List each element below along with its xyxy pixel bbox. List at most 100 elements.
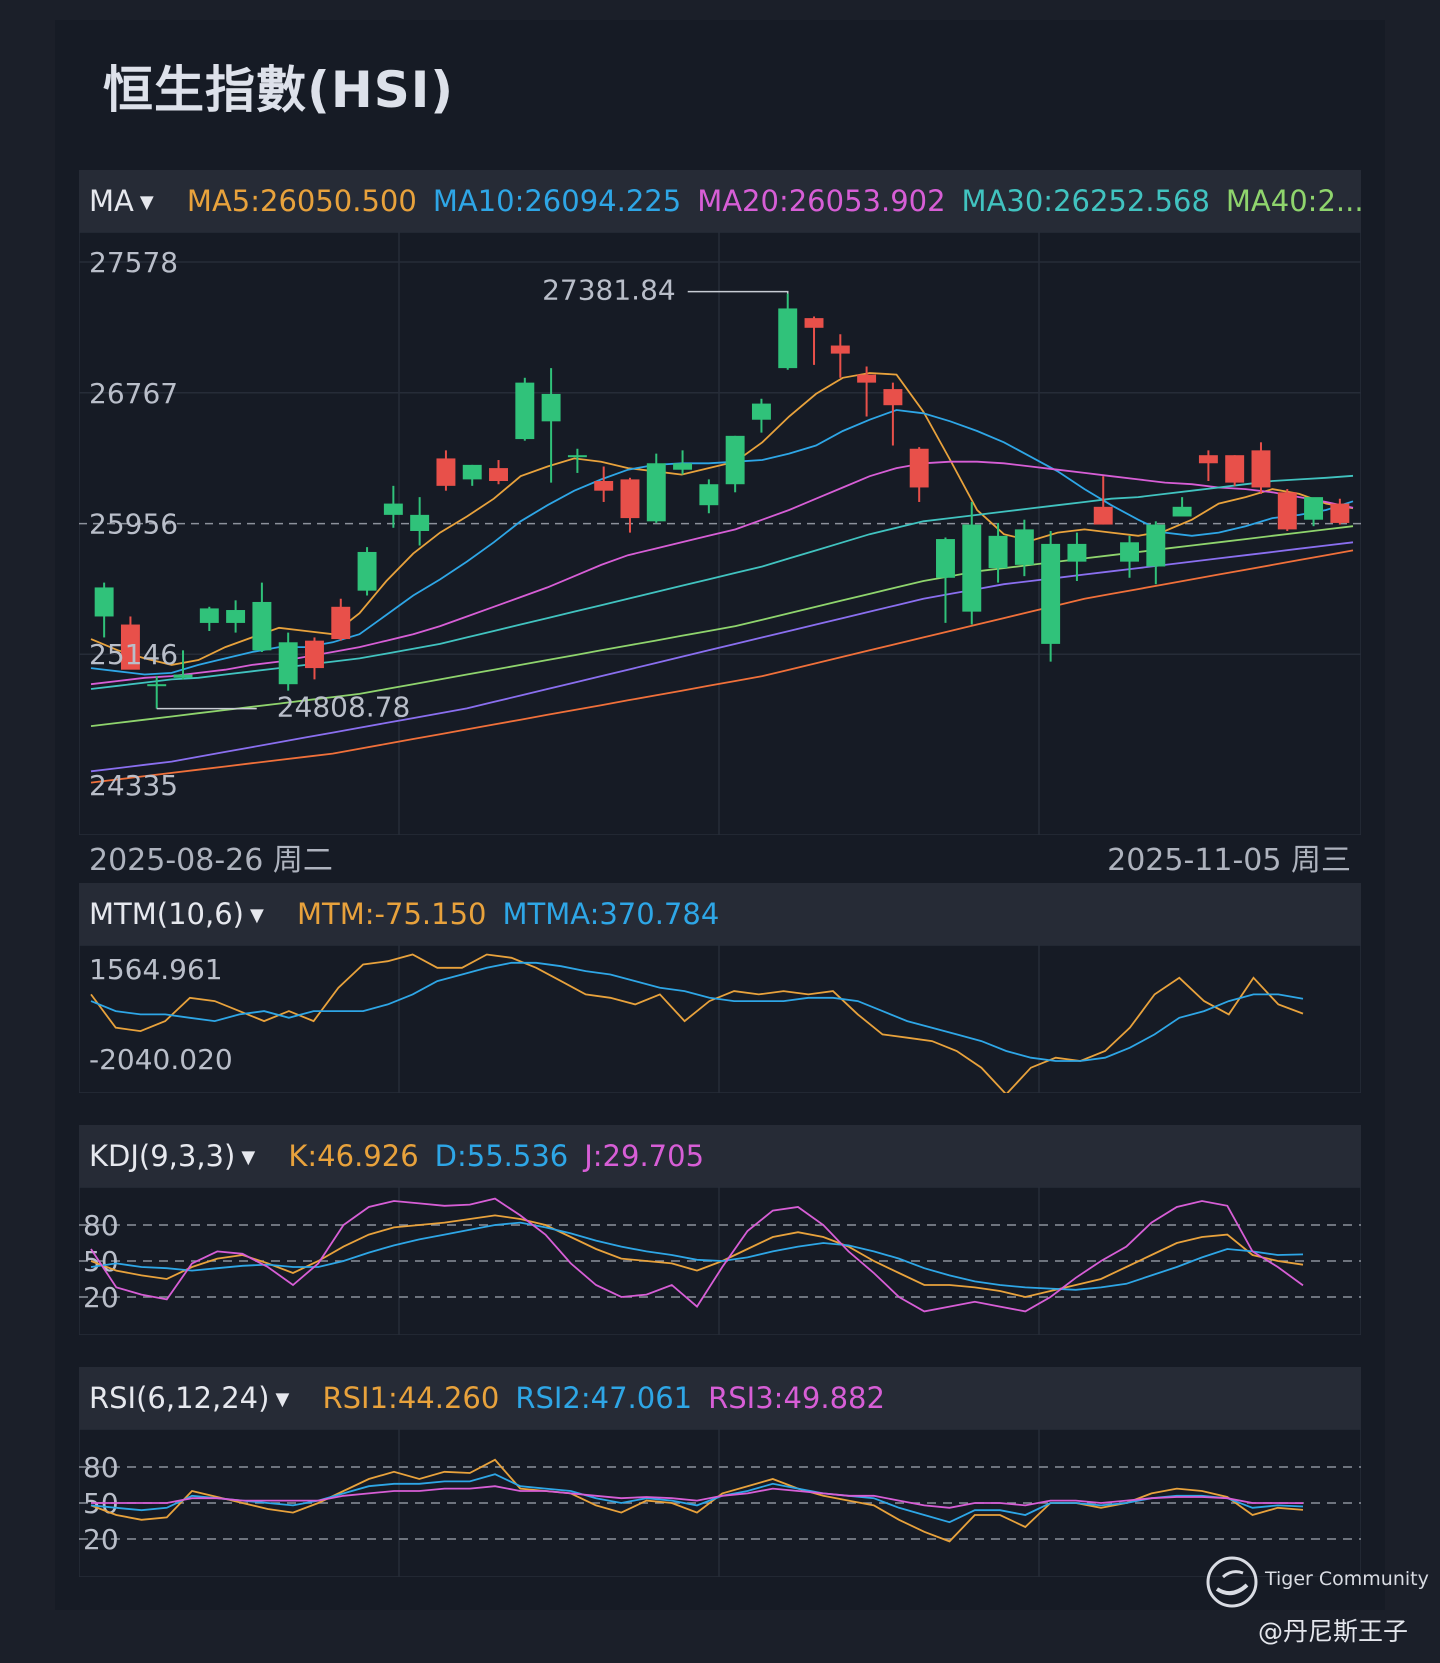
chevron-down-icon[interactable]: ▼	[275, 1389, 290, 1410]
indicator-value: MTMA:370.784	[502, 897, 720, 931]
candle-body	[1198, 455, 1218, 464]
price-chart: 27578 26767 25956 25146 24335 27381.84 24808.7…	[79, 232, 1361, 835]
indicator-value: MA5:26050.500	[186, 184, 417, 218]
page-title: 恒生指數(HSI)	[103, 61, 455, 119]
candle-body	[1120, 542, 1139, 562]
author-handle: @丹尼斯王子	[1258, 1617, 1409, 1646]
candle-body	[751, 403, 771, 420]
ma-line	[90, 549, 1354, 784]
candle-body	[173, 674, 193, 678]
candle-body	[909, 448, 929, 488]
indicator-value: RSI3:49.882	[708, 1381, 885, 1415]
candle-body	[436, 458, 456, 486]
ma-line	[90, 409, 1354, 676]
candle-body	[830, 345, 850, 354]
candle-body	[120, 624, 140, 670]
indicator-value: MA40:2...	[1225, 184, 1361, 218]
mtm-indicator-name[interactable]: MTM(10,6)	[89, 897, 244, 931]
candle-body	[699, 484, 719, 506]
candle-body	[804, 318, 824, 328]
ma-line	[90, 372, 1354, 666]
indicator-value: K:46.926	[288, 1139, 419, 1173]
candle-body	[620, 479, 640, 519]
candle-body	[462, 464, 482, 480]
mtm-indicator-header[interactable]: MTM(10,6) ▼ MTM:-75.150 MTMA:370.784	[79, 883, 1361, 945]
indicator-line	[90, 1221, 1304, 1291]
indicator-line	[90, 961, 1304, 1062]
candle-body	[1014, 529, 1034, 565]
y-axis-tick-label: 24335	[89, 769, 178, 802]
indicator-value: MA30:26252.568	[961, 184, 1210, 218]
indicator-value: J:29.705	[584, 1139, 705, 1173]
y-axis-tick-label: 50	[83, 1245, 119, 1278]
y-axis-tick-label: 20	[83, 1523, 119, 1556]
kdj-indicator-header[interactable]: KDJ(9,3,3) ▼ K:46.926 D:55.536 J:29.705	[79, 1125, 1361, 1187]
candle-body	[883, 389, 903, 406]
indicator-line	[90, 1214, 1304, 1298]
date-range-bar: 2025-08-26 周二 2025-11-05 周三	[79, 835, 1361, 879]
high-price-label: 27381.84	[542, 274, 676, 307]
candle-body	[383, 503, 403, 515]
y-axis-tick-label: 27578	[89, 246, 178, 279]
indicator-line	[90, 1458, 1304, 1543]
candle-body	[94, 587, 114, 617]
y-axis-tick-label: 26767	[89, 377, 178, 410]
ma-line	[90, 525, 1354, 727]
candle-body	[410, 514, 430, 531]
candle-body	[1146, 524, 1166, 567]
y-axis-tick-label: 80	[83, 1451, 119, 1484]
indicator-value: MA20:26053.902	[697, 184, 946, 218]
candle-body	[305, 640, 324, 669]
candle-body	[252, 601, 272, 651]
candle-body	[489, 468, 508, 482]
indicator-value: MA10:26094.225	[432, 184, 682, 218]
candle-body	[1172, 506, 1192, 517]
rsi-indicator-header[interactable]: RSI(6,12,24) ▼ RSI1:44.260 RSI2:47.061 RSI3…	[79, 1367, 1361, 1429]
candle-body	[278, 642, 298, 685]
candle-body	[1067, 543, 1087, 562]
candle-body	[226, 610, 246, 623]
indicator-line	[91, 1485, 1304, 1509]
candle-body	[1093, 506, 1113, 525]
indicator-value: RSI1:44.260	[322, 1381, 500, 1415]
rsi-indicator-name[interactable]: RSI(6,12,24)	[89, 1381, 270, 1415]
ma-indicator-header[interactable]: MA ▼ MA5:26050.500 MA10:26094.225 MA20:2605…	[79, 170, 1361, 232]
indicator-line	[90, 1473, 1304, 1524]
ma-line	[90, 474, 1354, 690]
candle-body	[725, 435, 745, 485]
candle-body	[515, 382, 535, 440]
start-date: 2025-08-26 周二	[89, 843, 333, 878]
candle-body	[1225, 455, 1245, 483]
candle-body	[778, 308, 798, 369]
candle-body	[1251, 450, 1271, 488]
candle-body	[962, 524, 982, 612]
candle-body	[1330, 503, 1350, 523]
candle-body	[594, 481, 614, 491]
candle-body	[541, 393, 561, 422]
candle-body	[1277, 492, 1297, 530]
candle-body	[1304, 497, 1324, 520]
chart-card: 恒生指數(HSI) MA ▼ MA5:26050.500 MA10:26094.22…	[55, 20, 1385, 1610]
chevron-down-icon[interactable]: ▼	[139, 192, 154, 213]
candle-body	[646, 463, 666, 522]
y-axis-tick-label: 80	[83, 1209, 119, 1242]
indicator-value: MTM:-75.150	[297, 897, 487, 931]
candle-body	[988, 535, 1008, 569]
y-axis-bottom-label: -2040.020	[89, 1043, 233, 1076]
ma-indicator-name[interactable]: MA	[89, 184, 134, 218]
y-axis-top-label: 1564.961	[89, 953, 223, 986]
candle-body	[936, 539, 955, 578]
kdj-indicator-name[interactable]: KDJ(9,3,3)	[89, 1139, 236, 1173]
candle-body	[331, 606, 351, 640]
candle-body	[567, 455, 587, 458]
candle-body	[199, 608, 219, 623]
chevron-down-icon[interactable]: ▼	[249, 905, 264, 926]
y-axis-tick-label: 20	[83, 1281, 119, 1314]
chevron-down-icon[interactable]: ▼	[241, 1147, 256, 1168]
indicator-line	[90, 953, 1304, 1093]
ma-line	[90, 460, 1354, 686]
mtm-chart: 1564.961 -2040.020	[79, 945, 1361, 1093]
end-date: 2025-11-05 周三	[1107, 843, 1351, 878]
